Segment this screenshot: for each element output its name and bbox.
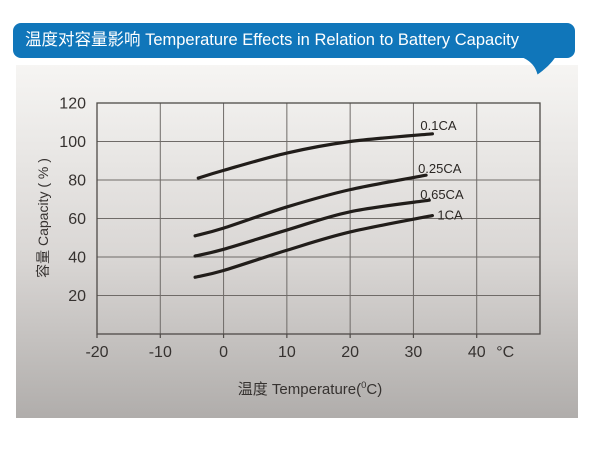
y-tick-label: 80 bbox=[68, 173, 86, 190]
x-tick-label: -20 bbox=[85, 344, 108, 361]
y-axis-title: 容量 Capacity ( % ) bbox=[35, 158, 51, 278]
x-tick-label: 10 bbox=[278, 344, 296, 361]
title-banner: 温度对容量影响 Temperature Effects in Relation … bbox=[13, 23, 575, 58]
series-label: 0.25CA bbox=[418, 161, 462, 176]
y-tick-label: 40 bbox=[68, 250, 86, 267]
x-tick-label: 0 bbox=[219, 344, 228, 361]
series-curve-0.1CA bbox=[196, 132, 435, 180]
y-tick-label: 60 bbox=[68, 211, 86, 228]
x-tick-label: 30 bbox=[405, 344, 423, 361]
series-label: 1CA bbox=[437, 208, 463, 223]
series-curve-1CA bbox=[193, 214, 435, 279]
banner-tail-icon bbox=[519, 56, 556, 75]
y-tick-label: 120 bbox=[59, 96, 86, 113]
chart-panel: -20 -10 0 10 20 30 40 °C 20 40 60 80 100 120 0.1CA 0.25… bbox=[16, 65, 578, 418]
page-title: 温度对容量影响 Temperature Effects in Relation … bbox=[25, 31, 519, 49]
x-axis-unit-label: °C bbox=[496, 344, 514, 361]
temperature-capacity-chart: -20 -10 0 10 20 30 40 °C 20 40 60 80 100 120 0.1CA 0.25… bbox=[35, 96, 541, 398]
series-curve-0.25CA bbox=[193, 173, 428, 238]
x-tick-label: 40 bbox=[468, 344, 486, 361]
series-curve-0.65CA bbox=[193, 198, 431, 258]
x-tick-label: 20 bbox=[341, 344, 359, 361]
series-label: 0.65CA bbox=[420, 187, 464, 202]
x-axis-title: 温度 Temperature(0C) bbox=[238, 380, 383, 398]
y-tick-label: 20 bbox=[68, 288, 86, 305]
y-tick-label: 100 bbox=[59, 134, 86, 151]
x-tick-label: -10 bbox=[149, 344, 172, 361]
plot-border bbox=[96, 102, 541, 335]
series-label: 0.1CA bbox=[420, 118, 456, 133]
